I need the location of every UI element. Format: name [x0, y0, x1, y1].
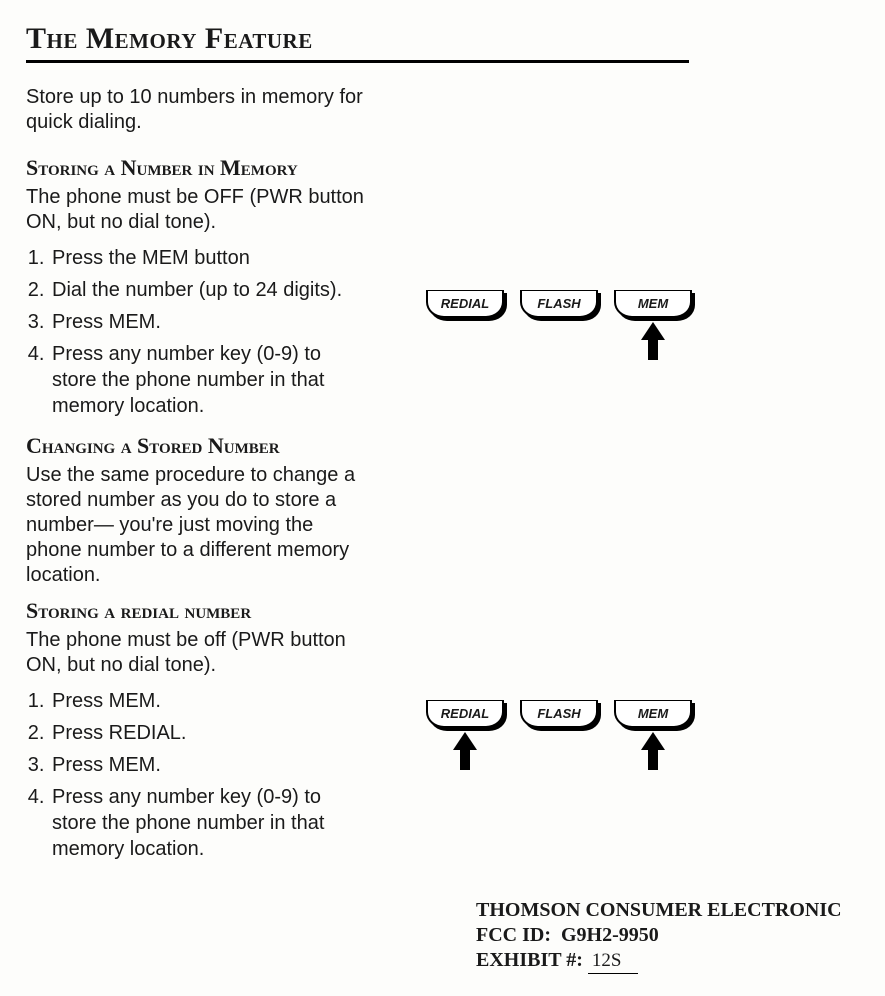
step: Press the MEM button [50, 245, 366, 271]
footer-company: THOMSON CONSUMER ELECTRONIC [476, 898, 842, 923]
text-column: Store up to 10 numbers in memory for qui… [26, 85, 366, 876]
intro-text: Store up to 10 numbers in memory for qui… [26, 85, 366, 135]
footer-block: THOMSON CONSUMER ELECTRONIC FCC ID: G9H2… [476, 898, 842, 974]
section1-para: The phone must be OFF (PWR button ON, bu… [26, 185, 366, 235]
section1-steps: Press the MEM button Dial the number (up… [26, 245, 366, 419]
arrow-up-icon [453, 732, 477, 770]
section3-para: The phone must be off (PWR button ON, bu… [26, 628, 366, 678]
arrow-up-icon [641, 732, 665, 770]
manual-page: The Memory Feature Store up to 10 number… [0, 0, 885, 996]
section1-heading: Storing a Number in Memory [26, 155, 366, 181]
section3-steps: Press MEM. Press REDIAL. Press MEM. Pres… [26, 688, 366, 862]
section3-heading: Storing a redial number [26, 598, 366, 624]
section2-para: Use the same procedure to change a store… [26, 463, 366, 588]
step: Dial the number (up to 24 digits). [50, 277, 366, 303]
button-row-1: REDIAL FLASH MEM [426, 290, 692, 318]
step: Press MEM. [50, 309, 366, 335]
step: Press any number key (0-9) to store the … [50, 784, 366, 862]
flash-button-icon: FLASH [520, 290, 598, 318]
mem-button-icon: MEM [614, 290, 692, 318]
button-row-2: REDIAL FLASH MEM [426, 700, 692, 728]
exhibit-value: 12S [588, 949, 638, 974]
mem-button-icon: MEM [614, 700, 692, 728]
content-columns: Store up to 10 numbers in memory for qui… [26, 85, 859, 876]
step: Press MEM. [50, 752, 366, 778]
illustration-column: REDIAL FLASH MEM REDIAL FLASH MEM [366, 85, 859, 876]
redial-button-icon: REDIAL [426, 700, 504, 728]
step: Press REDIAL. [50, 720, 366, 746]
redial-button-icon: REDIAL [426, 290, 504, 318]
fcc-label: FCC ID: [476, 924, 551, 946]
section2-heading: Changing a Stored Number [26, 433, 366, 459]
fcc-value: G9H2-9950 [561, 924, 659, 946]
flash-button-icon: FLASH [520, 700, 598, 728]
exhibit-label: EXHIBIT #: [476, 949, 583, 971]
footer-exhibit: EXHIBIT #: 12S [476, 948, 842, 974]
footer-fcc: FCC ID: G9H2-9950 [476, 923, 842, 948]
arrow-up-icon [641, 322, 665, 360]
step: Press MEM. [50, 688, 366, 714]
step: Press any number key (0-9) to store the … [50, 341, 366, 419]
page-title: The Memory Feature [26, 22, 689, 63]
